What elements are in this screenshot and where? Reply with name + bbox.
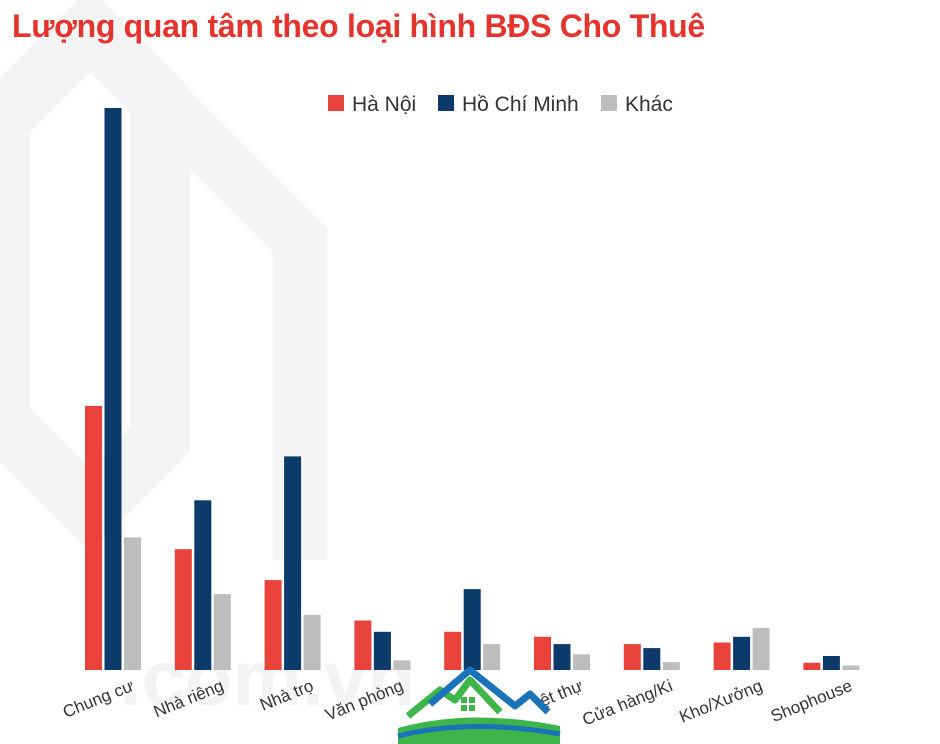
bar-1-7 <box>623 644 641 670</box>
bar-3-3 <box>303 614 321 670</box>
bar-1-9 <box>803 662 821 670</box>
logo-wave <box>397 723 561 739</box>
logo-roof-blue <box>427 666 551 715</box>
bar-2-4 <box>373 631 391 670</box>
chart-title: Lượng quan tâm theo loại hình BĐS Cho Th… <box>12 8 705 44</box>
bar-2-7 <box>643 648 661 670</box>
watermark-shape <box>0 0 190 553</box>
bar-2-3 <box>284 456 302 670</box>
bar-3-9 <box>842 665 860 670</box>
logo-roof-green <box>405 676 503 719</box>
bar-2-9 <box>822 656 840 670</box>
bar-1-2 <box>174 549 192 670</box>
x-tick-label: Shophouse <box>768 676 855 726</box>
bar-1-1 <box>85 405 102 670</box>
watermark-shape-secondary <box>140 80 328 560</box>
bar-2-2 <box>194 500 212 670</box>
bar-3-6 <box>573 654 590 670</box>
bar-1-6 <box>534 636 551 670</box>
bar-3-7 <box>662 662 680 670</box>
bar-1-8 <box>713 642 731 670</box>
bar-2-5 <box>463 589 481 670</box>
logo-ground <box>398 717 560 744</box>
bar-2-8 <box>733 636 751 670</box>
legend-label-1: Hà Nội <box>352 93 416 116</box>
bar-3-2 <box>213 594 231 670</box>
bar-3-8 <box>752 627 770 670</box>
watermark: .com.vn <box>0 0 415 722</box>
bar-1-5 <box>444 631 462 670</box>
legend-label-2: Hồ Chí Minh <box>462 93 579 116</box>
bar-3-5 <box>483 644 501 670</box>
legend-swatch-1 <box>328 95 344 111</box>
bar-3-4 <box>393 660 411 670</box>
legend: Hà Nội Hồ Chí Minh Khác <box>328 93 673 116</box>
house-logo-icon <box>397 666 561 744</box>
bar-1-3 <box>264 580 282 670</box>
bar-3-1 <box>124 537 141 670</box>
x-tick-label: Cửa hàng/Ki <box>580 676 676 729</box>
bar-2-1 <box>104 108 122 670</box>
bar-2-6 <box>553 644 571 670</box>
legend-swatch-2 <box>438 95 454 111</box>
bars-layer <box>85 108 860 670</box>
legend-label-3: Khác <box>625 93 673 116</box>
legend-swatch-3 <box>601 95 617 111</box>
bar-1-4 <box>354 620 372 670</box>
x-tick-label: Kho/Xưởng <box>677 676 765 726</box>
